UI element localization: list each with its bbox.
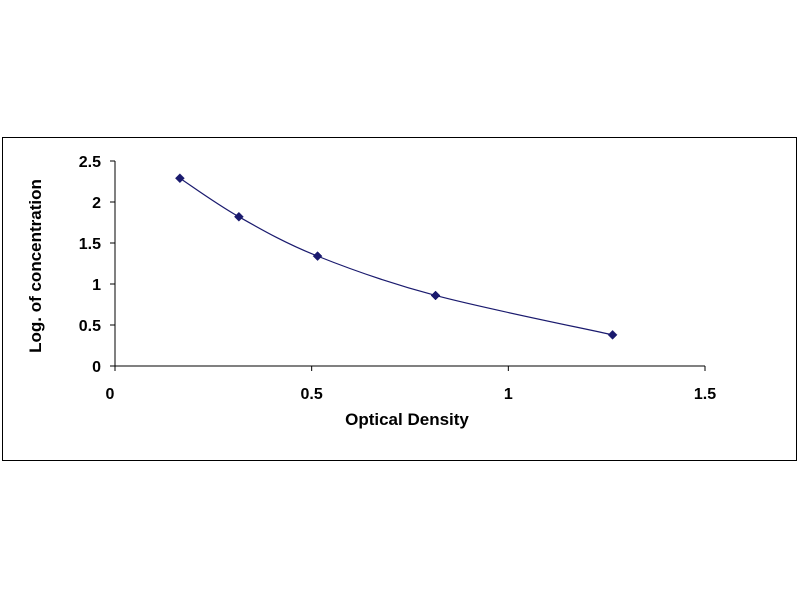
x-tick-label: 1 — [504, 386, 513, 403]
x-tick-label: 0 — [106, 386, 115, 403]
y-tick-label: 2 — [92, 195, 101, 212]
y-tick-label: 1.5 — [79, 236, 101, 253]
x-ticks: 0 0.5 1 1.5 — [106, 366, 716, 403]
chart-frame — [2, 137, 797, 461]
y-tick-label: 1 — [92, 277, 101, 294]
y-ticks: 0 0.5 1 1.5 2 2.5 — [79, 154, 115, 376]
y-tick-label: 0 — [92, 359, 101, 376]
y-tick-label: 2.5 — [79, 154, 101, 171]
data-point — [175, 173, 185, 184]
fit-curve — [179, 177, 613, 336]
x-tick-label: 1.5 — [694, 386, 716, 403]
y-axis-title: Log. of concentration — [26, 179, 45, 353]
data-points — [175, 173, 618, 340]
x-axis-title: Optical Density — [345, 410, 469, 429]
y-tick-label: 0.5 — [79, 318, 101, 335]
x-tick-label: 0.5 — [301, 386, 323, 403]
data-point — [234, 211, 244, 222]
axes — [114, 161, 705, 367]
data-point — [607, 329, 618, 340]
data-point — [430, 290, 441, 301]
data-point — [312, 251, 323, 261]
